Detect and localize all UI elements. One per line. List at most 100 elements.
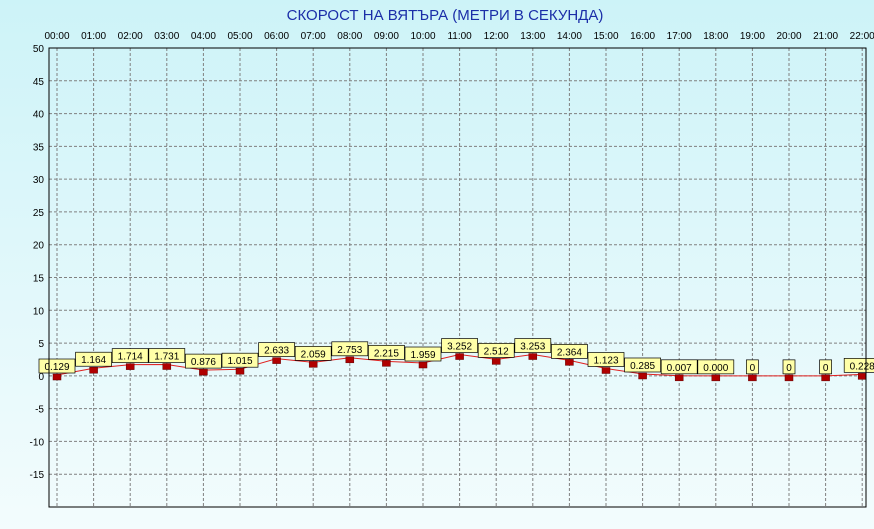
x-tick-label: 04:00 xyxy=(191,31,216,42)
y-tick-label: 5 xyxy=(38,339,44,350)
x-tick-label: 22:00 xyxy=(850,31,874,42)
data-label-group: 1.164 xyxy=(75,351,112,367)
data-label-box xyxy=(185,353,222,369)
x-tick-label: 08:00 xyxy=(337,31,362,42)
data-label: 2.512 xyxy=(484,346,509,357)
data-label: 1.731 xyxy=(154,352,179,363)
data-point xyxy=(638,372,647,380)
data-label-group: 3.252 xyxy=(441,338,478,353)
data-label-box xyxy=(819,359,832,375)
data-label-group: 0 xyxy=(819,359,832,375)
data-point xyxy=(711,374,721,382)
data-label-box xyxy=(38,358,76,374)
data-label: 3.252 xyxy=(447,342,472,353)
y-tick-label: 30 xyxy=(33,175,45,186)
data-label-box xyxy=(746,359,759,375)
data-point xyxy=(565,359,574,366)
data-label-box xyxy=(624,357,661,373)
data-label: 2.059 xyxy=(301,349,326,360)
data-label-box xyxy=(697,359,735,375)
y-tick-label: 20 xyxy=(33,241,45,252)
data-label: 2.753 xyxy=(337,345,362,356)
data-label-box xyxy=(782,359,796,375)
data-label: 0.285 xyxy=(630,361,655,372)
y-tick-label: 10 xyxy=(33,306,45,317)
data-point xyxy=(125,363,135,370)
data-label-group: 0.000 xyxy=(697,359,735,375)
y-tick-label: -10 xyxy=(30,437,45,448)
data-point xyxy=(748,374,757,382)
data-point xyxy=(272,357,281,364)
data-label: 0.000 xyxy=(703,363,728,374)
x-tick-label: 15:00 xyxy=(593,31,618,42)
data-label-group: 0.007 xyxy=(660,359,698,375)
data-label-group: 0 xyxy=(782,359,796,375)
data-label: 2.633 xyxy=(264,346,289,357)
x-tick-label: 05:00 xyxy=(227,31,252,42)
data-point xyxy=(784,374,794,382)
data-label: 1.015 xyxy=(227,356,252,367)
y-tick-label: 35 xyxy=(33,142,45,153)
x-tick-labels: 00:00 01:00 02:00 03:00 04:00 05:00 06:00 07:00… xyxy=(44,31,874,42)
data-label: 1.959 xyxy=(410,350,435,361)
data-label-group: 2.215 xyxy=(368,344,405,360)
data-label: 0.876 xyxy=(191,357,216,368)
data-label-group: 0 xyxy=(746,359,759,375)
data-label-box xyxy=(331,341,369,357)
data-label-group: 1.714 xyxy=(111,348,149,363)
data-label: 0 xyxy=(750,363,756,374)
x-tick-label: 01:00 xyxy=(81,31,106,42)
data-label: 0.228 xyxy=(850,361,874,372)
data-label-box xyxy=(660,359,698,375)
y-tick-label: 45 xyxy=(33,77,45,88)
data-label-box xyxy=(477,343,515,358)
data-label: 0 xyxy=(823,363,829,374)
data-point xyxy=(89,366,98,374)
data-labels: 0.129 1.164 1.714 1.731 0.876 1.015 2.633 2.059… xyxy=(38,338,874,375)
data-label-group: 2.364 xyxy=(551,344,588,359)
y-tick-label: 50 xyxy=(33,44,45,55)
data-label: 2.364 xyxy=(557,347,582,358)
x-tick-label: 11:00 xyxy=(447,31,472,42)
data-label: 0 xyxy=(786,363,792,374)
x-tick-label: 10:00 xyxy=(410,31,435,42)
data-point xyxy=(455,353,464,360)
data-point xyxy=(345,356,355,364)
data-label: 1.714 xyxy=(118,352,143,363)
data-label-box xyxy=(514,338,552,353)
data-point xyxy=(821,374,830,382)
data-point xyxy=(308,361,318,368)
x-tick-label: 12:00 xyxy=(484,31,509,42)
y-tick-label: -5 xyxy=(35,405,44,416)
plot-border xyxy=(48,47,867,508)
data-label: 1.123 xyxy=(593,355,618,366)
x-tick-label: 20:00 xyxy=(776,31,801,42)
y-tick-label: 0 xyxy=(38,372,44,383)
data-label-group: 2.753 xyxy=(331,341,369,357)
data-label-group: 0.129 xyxy=(38,358,76,374)
chart-title: СКОРОСТ НА ВЯТЪРА (МЕТРИ В СЕКУНДА) xyxy=(287,7,604,24)
data-label-group: 1.959 xyxy=(404,346,442,362)
data-label-group: 2.059 xyxy=(294,346,332,361)
x-tick-label: 21:00 xyxy=(813,31,838,42)
data-label-group: 1.731 xyxy=(148,348,186,363)
data-point xyxy=(857,373,867,380)
x-tick-label: 13:00 xyxy=(520,31,545,42)
data-label-box xyxy=(404,346,442,362)
data-point xyxy=(418,361,428,369)
x-tick-label: 02:00 xyxy=(118,31,143,42)
y-tick-label: 40 xyxy=(33,110,45,121)
data-label-group: 2.512 xyxy=(477,343,515,358)
x-tick-label: 19:00 xyxy=(740,31,765,42)
data-label-box xyxy=(551,344,588,359)
y-tick-label: -15 xyxy=(30,470,45,481)
grid xyxy=(49,47,866,507)
data-label-group: 1.015 xyxy=(221,352,259,368)
data-point xyxy=(491,358,501,365)
x-tick-label: 18:00 xyxy=(703,31,728,42)
data-label-box xyxy=(221,352,259,368)
data-label-group: 0.228 xyxy=(843,358,874,373)
y-tick-label: 15 xyxy=(33,274,45,285)
